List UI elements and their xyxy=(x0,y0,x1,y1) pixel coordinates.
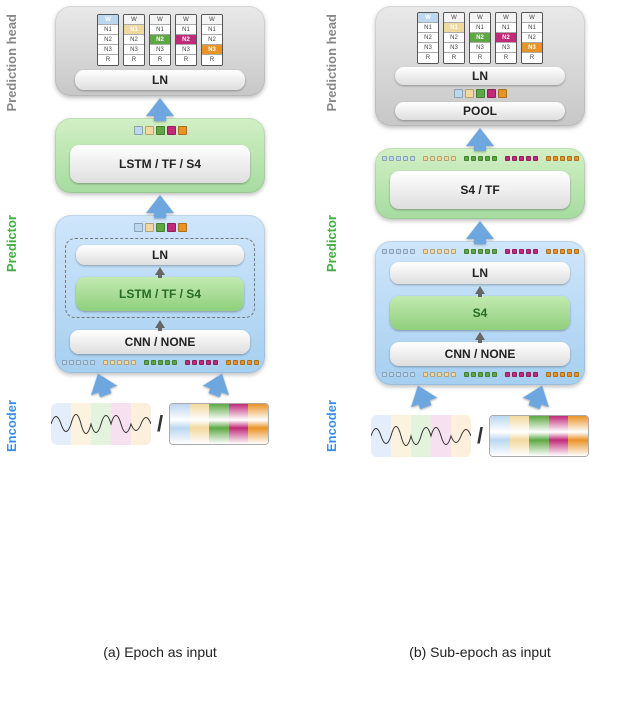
cnn-block: CNN / NONE xyxy=(390,342,570,366)
arrow-icon xyxy=(466,128,494,146)
ln-label: LN xyxy=(152,73,168,87)
predictor-panel: S4 / TF xyxy=(375,148,585,219)
section-label-encoder: Encoder xyxy=(324,400,339,452)
arrow-icon xyxy=(155,320,165,328)
ln-label: LN xyxy=(472,69,488,83)
encoder-panel: LN LSTM / TF / S4 CNN / NONE xyxy=(55,215,265,373)
section-label-prediction-head: Prediction head xyxy=(324,14,339,112)
caption-row: (a) Epoch as input (b) Sub-epoch as inpu… xyxy=(0,640,640,660)
section-label-predictor: Predictor xyxy=(4,215,19,272)
arrow-icon xyxy=(405,381,437,407)
arrow-icon xyxy=(146,195,174,213)
input-arrows xyxy=(87,371,233,393)
prediction-head-panel: WN1N2N3RWN1N2N3RWN1N2N3RWN1N2N3RWN1N2N3R… xyxy=(375,6,585,126)
inputs-row: / xyxy=(51,403,269,445)
encoder-seq-label: LSTM / TF / S4 xyxy=(119,287,201,301)
arrow-icon xyxy=(523,381,555,407)
spectrogram-input xyxy=(489,415,589,457)
section-label-encoder: Encoder xyxy=(4,400,19,452)
stage-strips: WN1N2N3RWN1N2N3RWN1N2N3RWN1N2N3RWN1N2N3R xyxy=(97,14,223,66)
raw-signal-input xyxy=(371,415,471,457)
caption-a: (a) Epoch as input xyxy=(0,644,320,660)
stage-strips: WN1N2N3RWN1N2N3RWN1N2N3RWN1N2N3RWN1N2N3R xyxy=(417,12,543,64)
arrow-icon xyxy=(155,267,165,275)
column-a: Prediction head Predictor Encoder WN1N2N… xyxy=(0,0,320,640)
pool-block: POOL xyxy=(395,102,565,120)
encoder-seq-block: LSTM / TF / S4 xyxy=(76,277,244,311)
caption-b: (b) Sub-epoch as input xyxy=(320,644,640,660)
dashed-container: LN LSTM / TF / S4 xyxy=(65,238,255,318)
inputs-row: / xyxy=(371,415,589,457)
ln-block: LN xyxy=(395,67,565,85)
token-row xyxy=(134,223,187,232)
ln-block: LN xyxy=(390,262,570,284)
pool-label: POOL xyxy=(463,104,497,118)
section-label-prediction-head: Prediction head xyxy=(4,14,19,112)
columns: Prediction head Predictor Encoder WN1N2N… xyxy=(0,0,640,640)
raw-signal-input xyxy=(51,403,151,445)
arrow-icon xyxy=(475,332,485,340)
spectrogram-input xyxy=(169,403,269,445)
encoder-seq-block: S4 xyxy=(390,296,570,330)
encoder-seq-label: S4 xyxy=(473,306,488,320)
cnn-label: CNN / NONE xyxy=(125,335,196,349)
encoder-panel: LN S4 CNN / NONE xyxy=(375,241,585,385)
arrow-icon xyxy=(146,98,174,116)
predictor-block: S4 / TF xyxy=(390,171,570,209)
token-row xyxy=(62,360,259,365)
cnn-label: CNN / NONE xyxy=(445,347,516,361)
prediction-head-panel: WN1N2N3RWN1N2N3RWN1N2N3RWN1N2N3RWN1N2N3R… xyxy=(55,6,265,96)
arrow-icon xyxy=(85,369,117,395)
predictor-block-label: LSTM / TF / S4 xyxy=(119,157,201,171)
token-row xyxy=(134,126,187,135)
predictor-block-label: S4 / TF xyxy=(460,183,499,197)
predictor-block: LSTM / TF / S4 xyxy=(70,145,250,183)
predictor-panel: LSTM / TF / S4 xyxy=(55,118,265,193)
token-row xyxy=(382,249,579,254)
slash-separator: / xyxy=(157,411,163,437)
column-b: Prediction head Predictor Encoder WN1N2N… xyxy=(320,0,640,640)
input-arrows xyxy=(407,383,553,405)
arrow-icon xyxy=(203,369,235,395)
slash-separator: / xyxy=(477,423,483,449)
token-row xyxy=(454,89,507,98)
token-row xyxy=(382,372,579,377)
token-row xyxy=(382,156,579,161)
section-label-predictor: Predictor xyxy=(324,215,339,272)
arrow-icon xyxy=(466,221,494,239)
ln-label: LN xyxy=(472,266,488,280)
cnn-block: CNN / NONE xyxy=(70,330,250,354)
ln-block: LN xyxy=(76,245,244,265)
ln-block: LN xyxy=(75,70,245,90)
ln-label: LN xyxy=(152,248,168,262)
arrow-icon xyxy=(475,286,485,294)
